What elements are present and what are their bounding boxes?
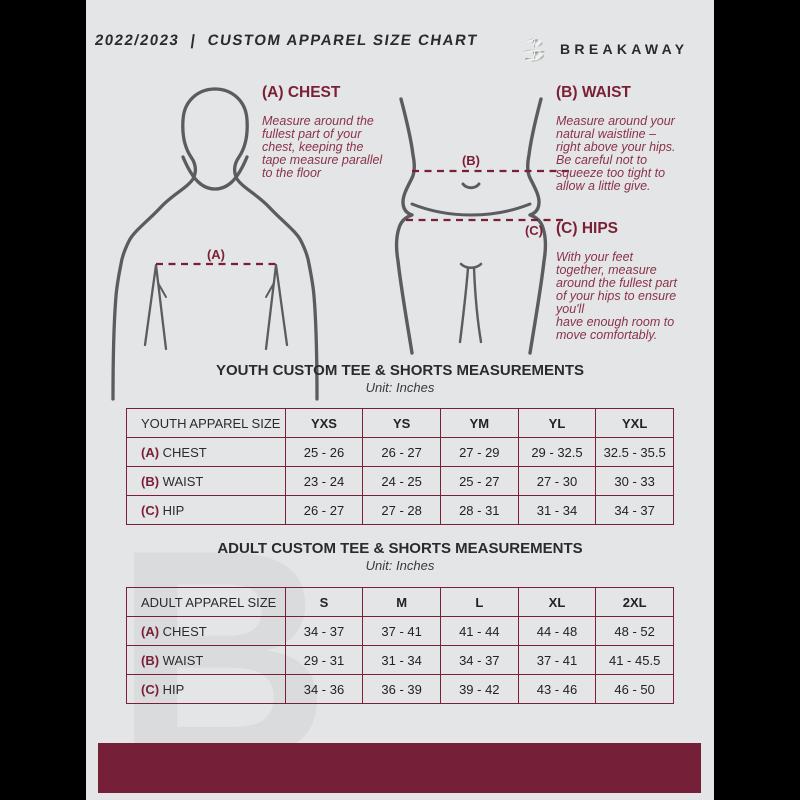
svg-text:(B): (B) [462, 153, 480, 168]
svg-text:(C): (C) [525, 223, 543, 238]
svg-text:(A): (A) [207, 247, 225, 262]
